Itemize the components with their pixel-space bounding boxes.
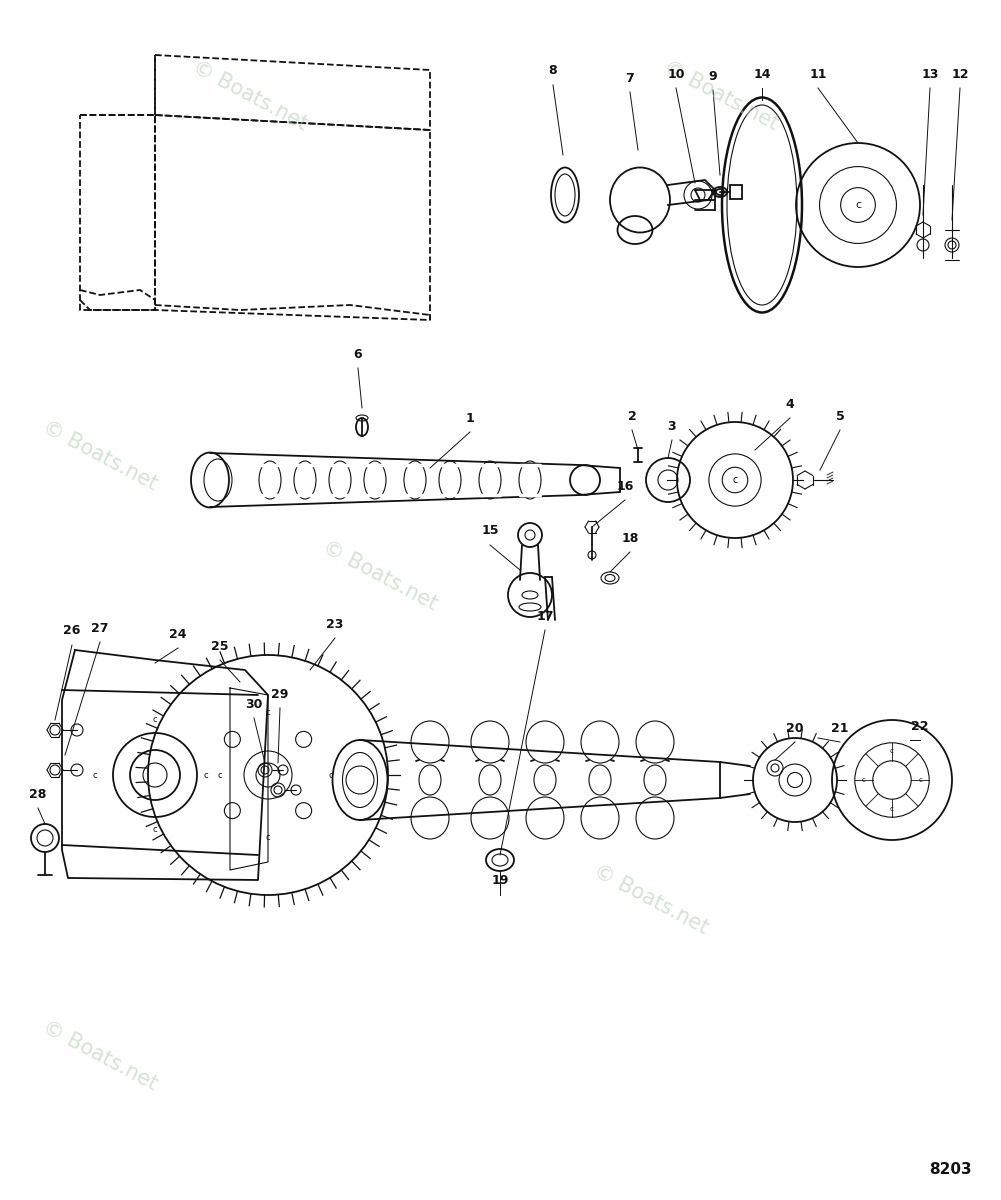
Text: 2: 2 (628, 409, 637, 422)
Text: 28: 28 (29, 787, 47, 800)
Text: c: c (890, 749, 894, 755)
Text: 13: 13 (921, 67, 939, 80)
Text: 8203: 8203 (929, 1163, 971, 1177)
Text: 20: 20 (786, 721, 804, 734)
Text: © Boats.net: © Boats.net (660, 58, 782, 134)
Text: © Boats.net: © Boats.net (590, 862, 712, 938)
Text: 5: 5 (836, 409, 845, 422)
Text: 29: 29 (271, 688, 288, 701)
Text: c: c (265, 833, 270, 842)
Text: 12: 12 (951, 67, 969, 80)
Text: c: c (153, 826, 157, 834)
Text: © Boats.net: © Boats.net (39, 418, 161, 494)
Text: c: c (861, 778, 865, 782)
Text: 27: 27 (91, 622, 109, 635)
Text: c: c (328, 770, 332, 780)
Text: 17: 17 (537, 610, 554, 623)
Text: 18: 18 (622, 532, 639, 545)
Text: 30: 30 (245, 697, 262, 710)
Text: 3: 3 (668, 420, 677, 432)
Text: c: c (217, 770, 222, 780)
Text: 26: 26 (63, 624, 81, 637)
Text: 23: 23 (326, 618, 343, 630)
Text: c: c (153, 715, 157, 725)
Text: 4: 4 (786, 397, 795, 410)
Text: 22: 22 (911, 720, 929, 732)
Text: 11: 11 (809, 67, 827, 80)
Text: c: c (855, 200, 861, 210)
Text: c: c (203, 770, 208, 780)
Text: 9: 9 (709, 70, 718, 83)
Text: 21: 21 (831, 721, 849, 734)
Text: 10: 10 (668, 67, 685, 80)
Text: 16: 16 (617, 480, 634, 492)
Text: 6: 6 (353, 348, 362, 360)
Text: 14: 14 (753, 67, 771, 80)
Text: c: c (733, 475, 738, 485)
Text: © Boats.net: © Boats.net (39, 1018, 161, 1094)
Text: 19: 19 (491, 875, 509, 888)
Text: 7: 7 (626, 72, 635, 84)
Text: 15: 15 (481, 524, 498, 538)
Text: 24: 24 (169, 628, 187, 641)
Text: c: c (919, 778, 923, 782)
Text: c: c (93, 770, 97, 780)
Text: © Boats.net: © Boats.net (319, 538, 441, 614)
Text: © Boats.net: © Boats.net (189, 58, 311, 134)
Text: 8: 8 (549, 65, 558, 78)
Text: c: c (890, 806, 894, 811)
Text: 1: 1 (465, 412, 474, 425)
Text: 25: 25 (211, 640, 229, 653)
Text: c: c (265, 708, 270, 718)
